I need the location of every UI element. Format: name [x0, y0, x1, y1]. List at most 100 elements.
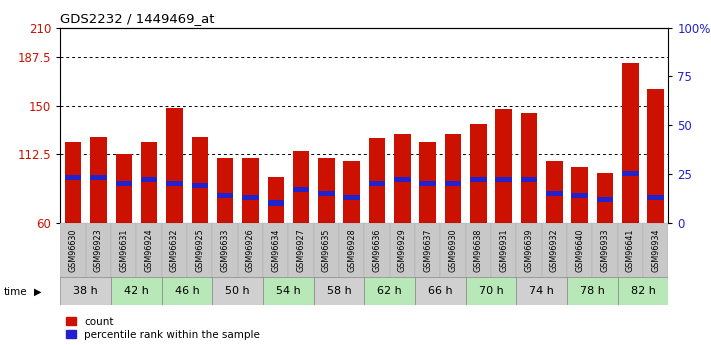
- Text: GSM96926: GSM96926: [246, 228, 255, 272]
- Bar: [60, 223, 86, 278]
- Bar: [597, 197, 614, 202]
- Bar: [213, 277, 263, 305]
- Bar: [65, 175, 81, 180]
- Bar: [445, 181, 461, 186]
- Bar: [466, 223, 491, 278]
- Bar: [622, 63, 638, 223]
- Bar: [90, 175, 107, 180]
- Bar: [318, 191, 335, 196]
- Text: GSM96934: GSM96934: [651, 228, 661, 272]
- Bar: [597, 173, 614, 223]
- Text: GSM96923: GSM96923: [94, 228, 103, 272]
- Bar: [440, 223, 466, 278]
- Bar: [191, 137, 208, 223]
- Bar: [343, 195, 360, 200]
- Bar: [572, 193, 588, 198]
- Text: GSM96927: GSM96927: [296, 228, 306, 272]
- Bar: [466, 277, 516, 305]
- Bar: [242, 195, 259, 200]
- Text: 78 h: 78 h: [580, 286, 605, 296]
- Bar: [141, 142, 157, 223]
- Bar: [520, 114, 538, 223]
- Bar: [364, 277, 415, 305]
- Bar: [419, 142, 436, 223]
- Text: GSM96929: GSM96929: [398, 228, 407, 272]
- Text: time: time: [4, 287, 27, 296]
- Bar: [90, 137, 107, 223]
- Bar: [648, 195, 664, 200]
- Bar: [111, 223, 137, 278]
- Bar: [394, 134, 411, 223]
- Text: 46 h: 46 h: [175, 286, 200, 296]
- Text: 82 h: 82 h: [631, 286, 656, 296]
- Text: GSM96632: GSM96632: [170, 228, 179, 272]
- Bar: [567, 277, 618, 305]
- Text: 42 h: 42 h: [124, 286, 149, 296]
- Bar: [65, 142, 81, 223]
- Bar: [314, 277, 364, 305]
- Text: 50 h: 50 h: [225, 286, 250, 296]
- Bar: [162, 277, 213, 305]
- Bar: [415, 277, 466, 305]
- Bar: [394, 177, 411, 182]
- Bar: [263, 277, 314, 305]
- Bar: [643, 223, 668, 278]
- Bar: [516, 277, 567, 305]
- Text: 62 h: 62 h: [378, 286, 402, 296]
- Bar: [213, 223, 237, 278]
- Bar: [137, 223, 162, 278]
- Bar: [546, 161, 562, 223]
- Text: 38 h: 38 h: [73, 286, 98, 296]
- Text: GSM96640: GSM96640: [575, 228, 584, 272]
- Text: GSM96639: GSM96639: [525, 228, 533, 272]
- Text: GSM96925: GSM96925: [196, 228, 204, 272]
- Bar: [369, 181, 385, 186]
- Bar: [115, 181, 132, 186]
- Bar: [470, 177, 486, 182]
- Bar: [520, 177, 538, 182]
- Bar: [364, 223, 390, 278]
- Bar: [592, 223, 618, 278]
- Bar: [217, 158, 233, 223]
- Text: GDS2232 / 1449469_at: GDS2232 / 1449469_at: [60, 12, 214, 25]
- Bar: [217, 193, 233, 198]
- Text: 74 h: 74 h: [529, 286, 554, 296]
- Text: GSM96633: GSM96633: [220, 228, 230, 272]
- Bar: [496, 109, 512, 223]
- Text: 66 h: 66 h: [428, 286, 453, 296]
- Bar: [289, 223, 314, 278]
- Text: 70 h: 70 h: [479, 286, 503, 296]
- Text: GSM96924: GSM96924: [144, 228, 154, 272]
- Bar: [60, 277, 111, 305]
- Legend: count, percentile rank within the sample: count, percentile rank within the sample: [65, 317, 260, 340]
- Text: 58 h: 58 h: [326, 286, 351, 296]
- Text: GSM96933: GSM96933: [601, 228, 609, 272]
- Bar: [470, 124, 486, 223]
- Text: GSM96930: GSM96930: [449, 228, 458, 272]
- Bar: [242, 158, 259, 223]
- Bar: [187, 223, 213, 278]
- Text: GSM96637: GSM96637: [423, 228, 432, 272]
- Bar: [162, 223, 187, 278]
- Bar: [267, 177, 284, 223]
- Text: GSM96932: GSM96932: [550, 228, 559, 272]
- Bar: [267, 200, 284, 206]
- Bar: [166, 181, 183, 186]
- Bar: [491, 223, 516, 278]
- Bar: [445, 134, 461, 223]
- Bar: [622, 171, 638, 176]
- Bar: [318, 158, 335, 223]
- Text: GSM96635: GSM96635: [322, 228, 331, 272]
- Bar: [339, 223, 365, 278]
- Bar: [390, 223, 415, 278]
- Text: GSM96631: GSM96631: [119, 228, 128, 272]
- Bar: [293, 151, 309, 223]
- Text: GSM96638: GSM96638: [474, 228, 483, 272]
- Bar: [314, 223, 339, 278]
- Bar: [618, 223, 643, 278]
- Bar: [343, 161, 360, 223]
- Bar: [415, 223, 440, 278]
- Text: 54 h: 54 h: [276, 286, 301, 296]
- Bar: [516, 223, 542, 278]
- Bar: [166, 108, 183, 223]
